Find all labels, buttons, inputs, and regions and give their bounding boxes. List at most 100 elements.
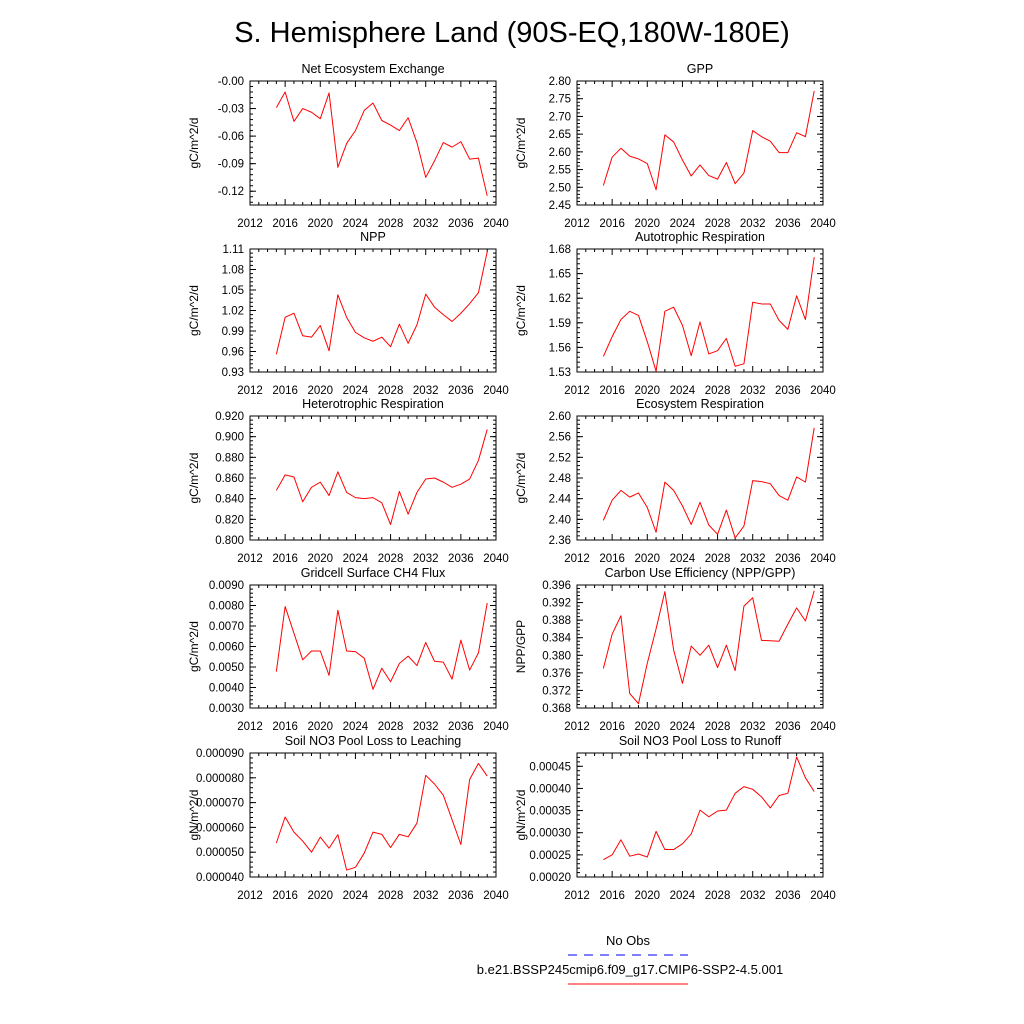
series-line: [602, 90, 815, 191]
x-tick-label: 2020: [634, 385, 660, 397]
panel-4: Autotrophic Respiration gC/m^2/d 2012 2016 2…: [514, 230, 836, 397]
y-tick-label: 0.96: [222, 347, 244, 359]
x-tick-label: 2040: [483, 385, 509, 397]
y-tick-label: 0.0050: [209, 662, 244, 674]
legend: No Obs b.e21.BSSP245cmip6.f09_g17.CMIP6-…: [477, 933, 783, 985]
y-tick-label: 0.0070: [209, 621, 244, 633]
panel-6: Ecosystem Respiration gC/m^2/d 2012 2016 202…: [514, 397, 836, 565]
y-tick-label: 0.0060: [209, 642, 244, 654]
series-line: [275, 602, 488, 690]
x-tick-label: 2020: [634, 218, 660, 230]
x-tick-label: 2036: [448, 721, 474, 733]
series-line: [602, 257, 815, 372]
y-tick-label: 0.372: [542, 685, 571, 697]
x-tick-label: 2024: [343, 385, 369, 397]
y-tick-label: 0.99: [222, 326, 244, 338]
x-tick-label: 2024: [343, 721, 369, 733]
y-tick-label: 2.60: [549, 411, 571, 423]
y-tick-label: -0.00: [218, 76, 244, 88]
y-tick-label: -0.12: [218, 186, 244, 198]
x-tick-label: 2028: [705, 218, 731, 230]
y-axis-label: NPP/GPP: [514, 620, 528, 673]
panel-frame: [576, 584, 824, 709]
series-line: [602, 590, 815, 705]
x-tick-label: 2036: [775, 553, 801, 565]
x-tick-label: 2028: [705, 721, 731, 733]
panel-10: Soil NO3 Pool Loss to Runoff gN/m^2/d 2012…: [514, 734, 836, 902]
x-tick-label: 2024: [670, 218, 696, 230]
y-tick-label: 0.376: [542, 668, 571, 680]
panel-frame: [576, 415, 824, 541]
panel-frame: [576, 80, 824, 206]
x-tick-label: 2040: [483, 721, 509, 733]
figure-title: S. Hemisphere Land (90S-EQ,180W-180E): [234, 17, 790, 49]
y-axis-label: gN/m^2/d: [187, 790, 201, 841]
x-tick-label: 2036: [448, 890, 474, 902]
series-line: [603, 756, 815, 861]
x-tick-label: 2016: [272, 553, 298, 565]
y-tick-label: 0.920: [215, 411, 244, 423]
x-tick-label: 2028: [378, 721, 404, 733]
x-tick-label: 2012: [564, 385, 590, 397]
x-tick-label: 2040: [483, 890, 509, 902]
y-axis-label: gC/m^2/d: [514, 453, 528, 504]
y-tick-label: 2.44: [549, 494, 572, 506]
x-tick-label: 2028: [378, 890, 404, 902]
y-tick-label: 2.50: [549, 182, 571, 194]
panel-1: Net Ecosystem Exchange gC/m^2/d 2012 2016 20…: [187, 62, 509, 230]
x-tick-label: 2032: [413, 721, 439, 733]
x-tick-label: 2036: [448, 553, 474, 565]
y-tick-label: 0.392: [542, 598, 571, 610]
y-tick-label: 2.60: [549, 147, 571, 159]
x-tick-label: 2012: [237, 890, 263, 902]
x-tick-label: 2040: [483, 553, 509, 565]
legend-model-label: b.e21.BSSP245cmip6.f09_g17.CMIP6-SSP2-4.…: [477, 962, 783, 977]
y-tick-label: 0.00025: [529, 850, 571, 862]
x-tick-label: 2016: [599, 721, 625, 733]
panel-title: Gridcell Surface CH4 Flux: [301, 566, 446, 580]
x-tick-label: 2032: [413, 385, 439, 397]
y-tick-label: 0.820: [215, 514, 244, 526]
x-tick-label: 2012: [564, 890, 590, 902]
y-tick-label: 2.65: [549, 129, 571, 141]
y-tick-label: 0.00035: [529, 806, 571, 818]
x-tick-label: 2024: [343, 890, 369, 902]
x-tick-label: 2012: [237, 721, 263, 733]
x-tick-label: 2024: [343, 218, 369, 230]
x-tick-label: 2024: [670, 721, 696, 733]
y-tick-label: 2.75: [549, 94, 571, 106]
x-tick-label: 2012: [237, 553, 263, 565]
panel-title: Heterotrophic Respiration: [302, 397, 444, 411]
panel-8: Carbon Use Efficiency (NPP/GPP) NPP/GPP 20…: [514, 566, 836, 733]
y-tick-label: 2.70: [549, 111, 571, 123]
x-tick-label: 2036: [775, 218, 801, 230]
y-tick-label: 2.52: [549, 452, 571, 464]
panel-title: GPP: [687, 62, 713, 76]
x-tick-label: 2032: [740, 218, 766, 230]
x-tick-label: 2040: [810, 385, 836, 397]
y-tick-label: 0.00030: [529, 828, 571, 840]
y-tick-label: 0.000050: [196, 847, 244, 859]
panel-3: NPP gC/m^2/d 2012 2016 2020 2024 2028 2032 2036 2…: [187, 230, 509, 397]
x-tick-label: 2020: [307, 218, 333, 230]
y-axis-label: gC/m^2/d: [514, 118, 528, 169]
x-tick-label: 2032: [413, 218, 439, 230]
x-tick-label: 2020: [634, 890, 660, 902]
x-tick-label: 2020: [307, 553, 333, 565]
y-tick-label: 0.00020: [529, 872, 571, 884]
y-tick-label: 2.40: [549, 514, 571, 526]
series-line: [275, 91, 488, 196]
y-tick-label: 0.000070: [196, 798, 244, 810]
y-axis-label: gC/m^2/d: [187, 285, 201, 336]
y-tick-label: 0.000080: [196, 773, 244, 785]
y-tick-label: -0.06: [218, 131, 244, 143]
y-tick-label: 1.68: [549, 244, 571, 256]
y-tick-label: 0.396: [542, 580, 571, 592]
y-axis-label: gC/m^2/d: [187, 118, 201, 169]
x-tick-label: 2020: [634, 553, 660, 565]
x-tick-label: 2028: [705, 385, 731, 397]
x-tick-label: 2040: [810, 218, 836, 230]
y-tick-label: 0.388: [542, 615, 571, 627]
y-tick-label: 1.65: [549, 269, 571, 281]
